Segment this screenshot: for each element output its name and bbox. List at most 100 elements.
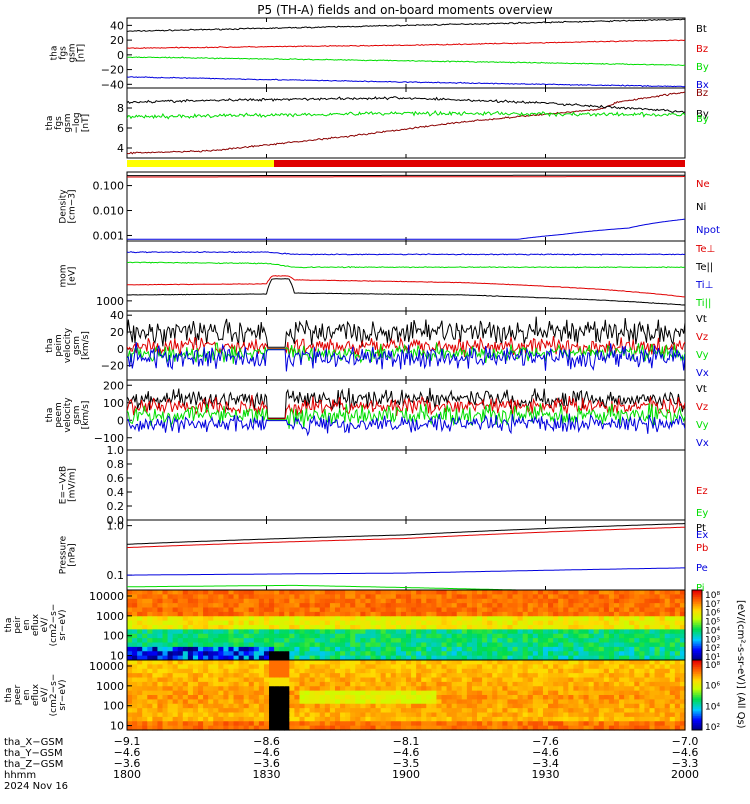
heat-cell [254, 647, 260, 652]
heat-cell [411, 686, 417, 691]
heat-cell [330, 594, 336, 599]
heat-cell [609, 691, 615, 696]
heat-cell [264, 673, 270, 678]
heat-cell [350, 717, 356, 722]
heat-cell [436, 664, 442, 669]
heat-cell [589, 704, 595, 709]
heat-cell [649, 647, 655, 652]
heat-cell [634, 634, 640, 639]
heat-cell [391, 594, 397, 599]
heat-cell [492, 612, 498, 617]
heat-cell [168, 608, 174, 613]
heat-cell [523, 647, 529, 652]
heat-cell [264, 713, 270, 718]
heat-cell [436, 638, 442, 643]
heat-cell [294, 673, 300, 678]
heat-cell [619, 638, 625, 643]
heat-cell [132, 704, 138, 709]
heat-cell [558, 708, 564, 713]
heat-cell [644, 682, 650, 687]
heat-cell [299, 594, 305, 599]
heat-cell [183, 678, 189, 683]
heat-cell [492, 664, 498, 669]
series-line-By [127, 57, 685, 66]
heat-cell [345, 638, 351, 643]
heat-cell [487, 608, 493, 613]
heat-cell [584, 686, 590, 691]
heat-cell [477, 590, 483, 595]
heat-cell [421, 678, 427, 683]
heat-cell [325, 608, 331, 613]
heat-cell [518, 721, 524, 726]
heat-cell [355, 721, 361, 726]
heat-cell [157, 647, 163, 652]
y-tick-label: 200 [103, 379, 124, 392]
heat-cell [487, 721, 493, 726]
heat-cell [325, 660, 331, 665]
heat-cell [376, 599, 382, 604]
heat-cell [234, 678, 240, 683]
heat-cell [477, 695, 483, 700]
heat-cell [665, 695, 671, 700]
heat-cell [218, 612, 224, 617]
heat-cell [477, 713, 483, 718]
heat-cell [558, 673, 564, 678]
heat-cell [350, 682, 356, 687]
heat-cell [553, 686, 559, 691]
heat-cell [223, 713, 229, 718]
heat-cell [325, 713, 331, 718]
heat-cell [203, 590, 209, 595]
heat-cell [183, 603, 189, 608]
heat-cell [421, 713, 427, 718]
heat-cell [193, 612, 199, 617]
heat-cell [482, 721, 488, 726]
heat-cell [284, 708, 290, 713]
heat-cell [513, 594, 519, 599]
heat-cell [315, 603, 321, 608]
heat-cell [477, 629, 483, 634]
heat-cell [183, 643, 189, 648]
heat-cell [533, 678, 539, 683]
heat-cell [168, 704, 174, 709]
heat-cell [649, 634, 655, 639]
heat-cell [599, 682, 605, 687]
heat-cell [228, 621, 234, 626]
heat-cell [563, 695, 569, 700]
heat-cell [599, 678, 605, 683]
heat-cell [279, 717, 285, 722]
heat-cell [132, 717, 138, 722]
heat-cell [563, 686, 569, 691]
heat-cell [649, 708, 655, 713]
heat-cell [269, 625, 275, 630]
heat-cell [299, 647, 305, 652]
heat-cell [218, 678, 224, 683]
heat-cell [208, 673, 214, 678]
heat-cell [223, 612, 229, 617]
heat-cell [431, 651, 437, 656]
heat-cell [340, 651, 346, 656]
heat-cell [340, 691, 346, 696]
series-line-Pt [127, 524, 685, 545]
heat-cell [604, 678, 610, 683]
heat-cell [548, 669, 554, 674]
heat-cell [538, 691, 544, 696]
heat-cell [467, 699, 473, 704]
heat-cell [523, 599, 529, 604]
heat-cell [411, 634, 417, 639]
heat-cell [213, 625, 219, 630]
heat-cell [340, 638, 346, 643]
heat-cell [163, 686, 169, 691]
heat-cell [609, 664, 615, 669]
heat-cell [370, 721, 376, 726]
heat-cell [279, 682, 285, 687]
heat-cell [279, 713, 285, 718]
heat-cell [391, 625, 397, 630]
heat-cell [330, 625, 336, 630]
heat-cell [249, 695, 255, 700]
heat-cell [584, 647, 590, 652]
heat-cell [305, 686, 311, 691]
heat-cell [147, 647, 153, 652]
heat-cell [152, 664, 158, 669]
heat-cell [376, 704, 382, 709]
heat-cell [675, 695, 681, 700]
